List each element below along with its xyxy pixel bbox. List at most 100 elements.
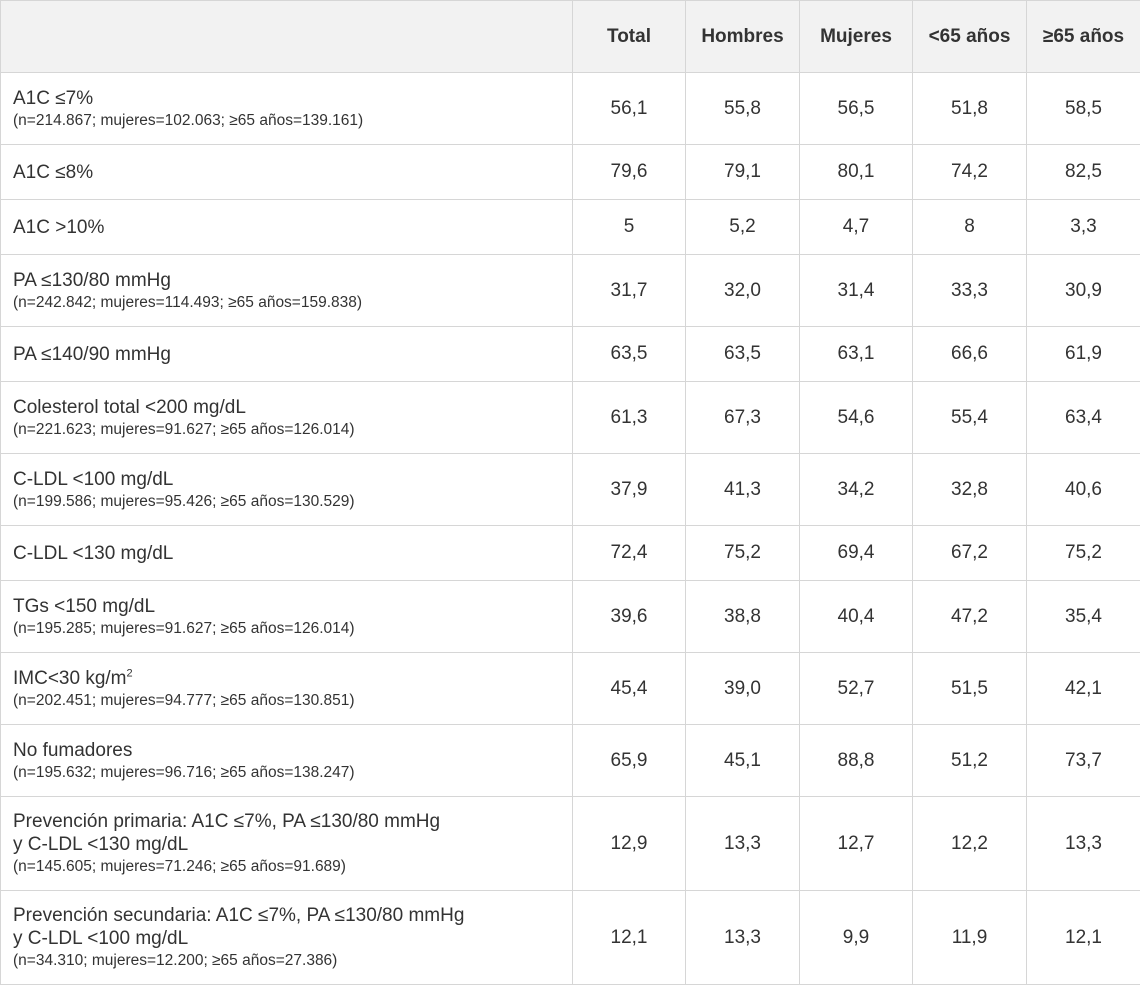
- value-cell: 33,3: [912, 254, 1027, 327]
- value-cell: 13,3: [685, 890, 800, 985]
- header-cell-label: [0, 0, 573, 73]
- table-row: C-LDL <100 mg/dL (n=199.586; mujeres=95.4…: [0, 453, 1140, 526]
- row-label: Colesterol total <200 mg/dL: [13, 396, 246, 418]
- value-cell: 41,3: [685, 453, 800, 526]
- value-cell: 51,5: [912, 652, 1027, 725]
- value-cell: 72,4: [572, 525, 686, 581]
- table-row: A1C ≤7% (n=214.867; mujeres=102.063; ≥65 …: [0, 72, 1140, 145]
- value-cell: 51,2: [912, 724, 1027, 797]
- row-sample-size: (n=242.842; mujeres=114.493; ≥65 años=15…: [13, 293, 363, 311]
- value-cell: 39,6: [572, 580, 686, 653]
- value-cell: 55,4: [912, 381, 1027, 454]
- header-cell-total: Total: [572, 0, 686, 73]
- value-cell: 54,6: [799, 381, 913, 454]
- table-row: TGs <150 mg/dL (n=195.285; mujeres=91.627…: [0, 580, 1140, 653]
- row-label-cell: C-LDL <130 mg/dL: [0, 525, 573, 581]
- table-row: C-LDL <130 mg/dL 72,4 75,2 69,4 67,2 75,2: [0, 525, 1140, 581]
- value-cell: 12,9: [572, 796, 686, 891]
- value-cell: 31,4: [799, 254, 913, 327]
- value-cell: 34,2: [799, 453, 913, 526]
- value-cell: 73,7: [1026, 724, 1140, 797]
- row-label: PA ≤140/90 mmHg: [13, 343, 171, 365]
- row-label: Prevención secundaria: A1C ≤7%, PA ≤130/…: [13, 905, 465, 926]
- value-cell: 88,8: [799, 724, 913, 797]
- row-sample-size: (n=214.867; mujeres=102.063; ≥65 años=13…: [13, 111, 364, 129]
- value-cell: 61,9: [1026, 326, 1140, 382]
- value-cell: 11,9: [912, 890, 1027, 985]
- value-cell: 75,2: [685, 525, 800, 581]
- value-cell: 51,8: [912, 72, 1027, 145]
- value-cell: 47,2: [912, 580, 1027, 653]
- table-row: No fumadores (n=195.632; mujeres=96.716; …: [0, 724, 1140, 797]
- value-cell: 58,5: [1026, 72, 1140, 145]
- value-cell: 38,8: [685, 580, 800, 653]
- row-label: y C-LDL <130 mg/dL: [13, 834, 189, 855]
- value-cell: 30,9: [1026, 254, 1140, 327]
- value-cell: 80,1: [799, 144, 913, 200]
- row-label: IMC<30 kg/m2: [13, 667, 562, 690]
- row-label-cell: PA ≤140/90 mmHg: [0, 326, 573, 382]
- row-label-cell: C-LDL <100 mg/dL (n=199.586; mujeres=95.4…: [0, 453, 573, 526]
- value-cell: 12,7: [799, 796, 913, 891]
- header-cell-65-plus: ≥65 años: [1026, 0, 1140, 73]
- value-cell: 4,7: [799, 199, 913, 255]
- table-row: Colesterol total <200 mg/dL (n=221.623; m…: [0, 381, 1140, 454]
- value-cell: 45,4: [572, 652, 686, 725]
- value-cell: 8: [912, 199, 1027, 255]
- value-cell: 69,4: [799, 525, 913, 581]
- value-cell: 75,2: [1026, 525, 1140, 581]
- row-label-cell: Prevención primaria: A1C ≤7%, PA ≤130/80…: [0, 796, 573, 891]
- table-row: PA ≤130/80 mmHg (n=242.842; mujeres=114.4…: [0, 254, 1140, 327]
- table-row: IMC<30 kg/m2 (n=202.451; mujeres=94.777; …: [0, 652, 1140, 725]
- value-cell: 63,5: [685, 326, 800, 382]
- value-cell: 5: [572, 199, 686, 255]
- row-label: PA ≤130/80 mmHg: [13, 269, 171, 291]
- header-cell-under-65: <65 años: [912, 0, 1027, 73]
- value-cell: 56,1: [572, 72, 686, 145]
- row-label-cell: TGs <150 mg/dL (n=195.285; mujeres=91.627…: [0, 580, 573, 653]
- value-cell: 74,2: [912, 144, 1027, 200]
- row-label-cell: A1C >10%: [0, 199, 573, 255]
- row-sample-size: (n=202.451; mujeres=94.777; ≥65 años=130…: [13, 691, 355, 709]
- value-cell: 12,1: [572, 890, 686, 985]
- value-cell: 13,3: [685, 796, 800, 891]
- row-label: y C-LDL <100 mg/dL: [13, 928, 189, 949]
- value-cell: 52,7: [799, 652, 913, 725]
- row-label-text: IMC<30 kg/m: [13, 667, 127, 689]
- row-sample-size: (n=195.632; mujeres=96.716; ≥65 años=138…: [13, 763, 355, 781]
- row-sample-size: (n=199.586; mujeres=95.426; ≥65 años=130…: [13, 492, 355, 510]
- value-cell: 63,5: [572, 326, 686, 382]
- header-cell-hombres: Hombres: [685, 0, 800, 73]
- value-cell: 63,1: [799, 326, 913, 382]
- row-label: A1C ≤8%: [13, 161, 94, 183]
- value-cell: 40,6: [1026, 453, 1140, 526]
- value-cell: 39,0: [685, 652, 800, 725]
- row-label: C-LDL <100 mg/dL: [13, 468, 174, 490]
- table-row: A1C ≤8% 79,6 79,1 80,1 74,2 82,5: [0, 144, 1140, 200]
- row-label-cell: A1C ≤8%: [0, 144, 573, 200]
- row-label: A1C ≤7%: [13, 87, 94, 109]
- value-cell: 55,8: [685, 72, 800, 145]
- row-label-cell: IMC<30 kg/m2 (n=202.451; mujeres=94.777; …: [0, 652, 573, 725]
- header-cell-mujeres: Mujeres: [799, 0, 913, 73]
- value-cell: 40,4: [799, 580, 913, 653]
- value-cell: 63,4: [1026, 381, 1140, 454]
- value-cell: 13,3: [1026, 796, 1140, 891]
- value-cell: 9,9: [799, 890, 913, 985]
- superscript: 2: [126, 667, 133, 680]
- table-row: PA ≤140/90 mmHg 63,5 63,5 63,1 66,6 61,9: [0, 326, 1140, 382]
- value-cell: 35,4: [1026, 580, 1140, 653]
- row-label-cell: PA ≤130/80 mmHg (n=242.842; mujeres=114.4…: [0, 254, 573, 327]
- value-cell: 12,1: [1026, 890, 1140, 985]
- value-cell: 67,3: [685, 381, 800, 454]
- value-cell: 66,6: [912, 326, 1027, 382]
- row-sample-size: (n=221.623; mujeres=91.627; ≥65 años=126…: [13, 420, 355, 438]
- value-cell: 79,6: [572, 144, 686, 200]
- row-label-cell: Prevención secundaria: A1C ≤7%, PA ≤130/…: [0, 890, 573, 985]
- table-row: Prevención primaria: A1C ≤7%, PA ≤130/80…: [0, 796, 1140, 891]
- row-label: TGs <150 mg/dL: [13, 595, 156, 617]
- value-cell: 3,3: [1026, 199, 1140, 255]
- value-cell: 67,2: [912, 525, 1027, 581]
- row-label-cell: No fumadores (n=195.632; mujeres=96.716; …: [0, 724, 573, 797]
